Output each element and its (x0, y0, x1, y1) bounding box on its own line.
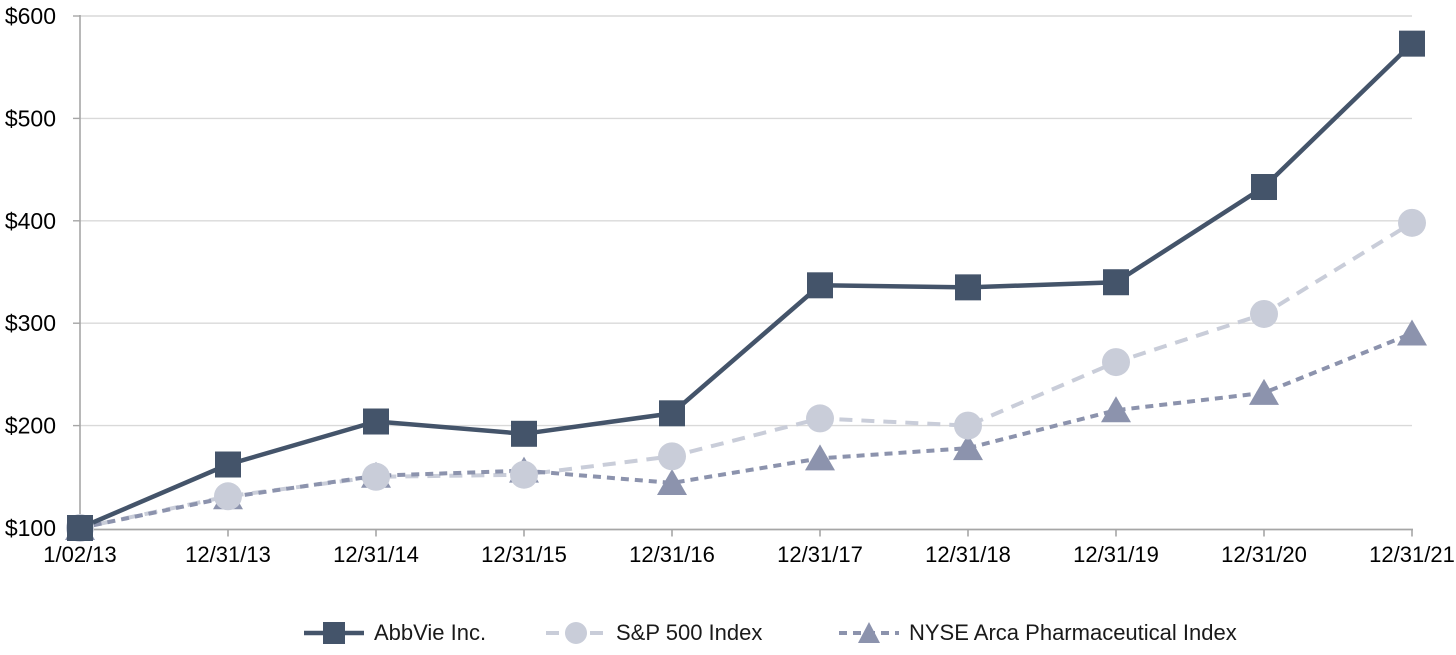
legend-circle-line-sample (546, 622, 606, 644)
marker-square-abbvie-inc (67, 515, 93, 541)
marker-square-abbvie-inc (659, 400, 685, 427)
x-tick-label: 12/31/14 (333, 542, 419, 567)
marker-circle-s-p-500-index (1250, 299, 1278, 328)
x-tick-label: 12/31/16 (629, 542, 715, 567)
x-tick-label: 12/31/21 (1369, 542, 1455, 567)
marker-square-abbvie-inc (955, 274, 981, 301)
y-tick-label: $600 (5, 3, 56, 29)
marker-square-abbvie-inc (807, 272, 833, 299)
x-tick-label: 12/31/20 (1221, 542, 1307, 567)
legend-triangle-icon (858, 622, 880, 643)
marker-circle-s-p-500-index (510, 460, 538, 489)
series-line-abbvie-inc (79, 42, 1414, 531)
marker-triangle-nyse-arca-pharmaceutical-index (1397, 319, 1427, 346)
x-tick-label: 12/31/17 (777, 542, 863, 567)
legend-item-s-p-500-index: S&P 500 Index (545, 618, 762, 648)
x-tick-label: 12/31/15 (481, 542, 567, 567)
y-tick-label: $400 (5, 208, 56, 234)
series-line-s-p-500-index (79, 221, 1414, 530)
legend-label: S&P 500 Index (616, 620, 763, 645)
marker-triangle-nyse-arca-pharmaceutical-index (953, 434, 983, 461)
x-tick-label: 12/31/13 (185, 542, 271, 567)
legend-item-abbvie-inc: AbbVie Inc. (303, 618, 486, 648)
series-line-nyse-arca-pharmaceutical-index (79, 331, 1413, 530)
marker-triangle-nyse-arca-pharmaceutical-index (657, 468, 687, 495)
legend-triangle-line-sample (839, 622, 899, 643)
marker-triangle-nyse-arca-pharmaceutical-index (1249, 378, 1279, 405)
marker-circle-s-p-500-index (214, 482, 242, 511)
y-tick-label: $300 (5, 310, 56, 336)
chart-legend: AbbVie Inc. S&P 500 Index NYSE Arca Pharma… (0, 618, 1456, 652)
legend-circle-icon (565, 622, 587, 644)
marker-square-abbvie-inc (215, 451, 241, 478)
marker-triangle-nyse-arca-pharmaceutical-index (1101, 396, 1131, 423)
y-tick-label: $100 (5, 515, 56, 541)
legend-square-icon (323, 622, 345, 644)
marker-triangle-nyse-arca-pharmaceutical-index (805, 444, 835, 471)
marker-circle-s-p-500-index (1398, 208, 1426, 237)
legend-label: NYSE Arca Pharmaceutical Index (909, 620, 1237, 645)
legend-item-nyse-arca-pharmaceutical-index: NYSE Arca Pharmaceutical Index (838, 618, 1237, 648)
marker-square-abbvie-inc (1251, 174, 1277, 201)
marker-circle-s-p-500-index (658, 442, 686, 471)
marker-square-abbvie-inc (363, 408, 389, 435)
marker-square-abbvie-inc (1399, 30, 1425, 57)
y-tick-label: $500 (5, 105, 56, 131)
x-tick-label: 1/02/13 (43, 542, 116, 567)
marker-circle-s-p-500-index (806, 404, 834, 433)
y-tick-label: $200 (5, 413, 56, 439)
x-tick-label: 12/31/18 (925, 542, 1011, 567)
x-tick-label: 12/31/19 (1073, 542, 1159, 567)
marker-square-abbvie-inc (1103, 269, 1129, 296)
marker-circle-s-p-500-index (1102, 348, 1130, 377)
legend-square-line-sample (304, 622, 364, 644)
legend-label: AbbVie Inc. (374, 620, 487, 645)
marker-square-abbvie-inc (511, 420, 537, 447)
marker-circle-s-p-500-index (362, 462, 390, 491)
marker-circle-s-p-500-index (954, 411, 982, 440)
